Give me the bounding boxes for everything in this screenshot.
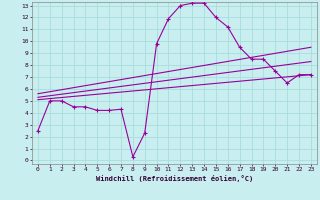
X-axis label: Windchill (Refroidissement éolien,°C): Windchill (Refroidissement éolien,°C) xyxy=(96,175,253,182)
